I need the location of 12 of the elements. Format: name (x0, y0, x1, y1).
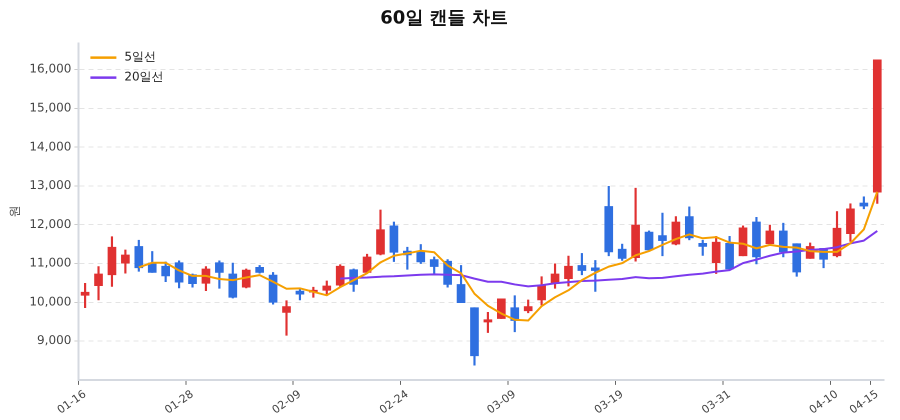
chart-title: 60일 캔들 차트 (380, 7, 508, 28)
y-tick-label: 15,000 (29, 100, 72, 114)
y-tick-label: 16,000 (29, 62, 72, 76)
legend-label: 5일선 (124, 50, 156, 64)
y-tick-label: 10,000 (29, 294, 72, 308)
y-tick-label: 9,000 (37, 333, 72, 348)
y-tick-label: 14,000 (29, 139, 72, 154)
y-tick-label: 13,000 (29, 178, 72, 192)
y-axis-title: 원 (7, 206, 22, 218)
y-tick-label: 11,000 (29, 256, 72, 270)
y-tick-label: 12,000 (29, 216, 72, 231)
legend-label: 20일선 (124, 70, 164, 84)
